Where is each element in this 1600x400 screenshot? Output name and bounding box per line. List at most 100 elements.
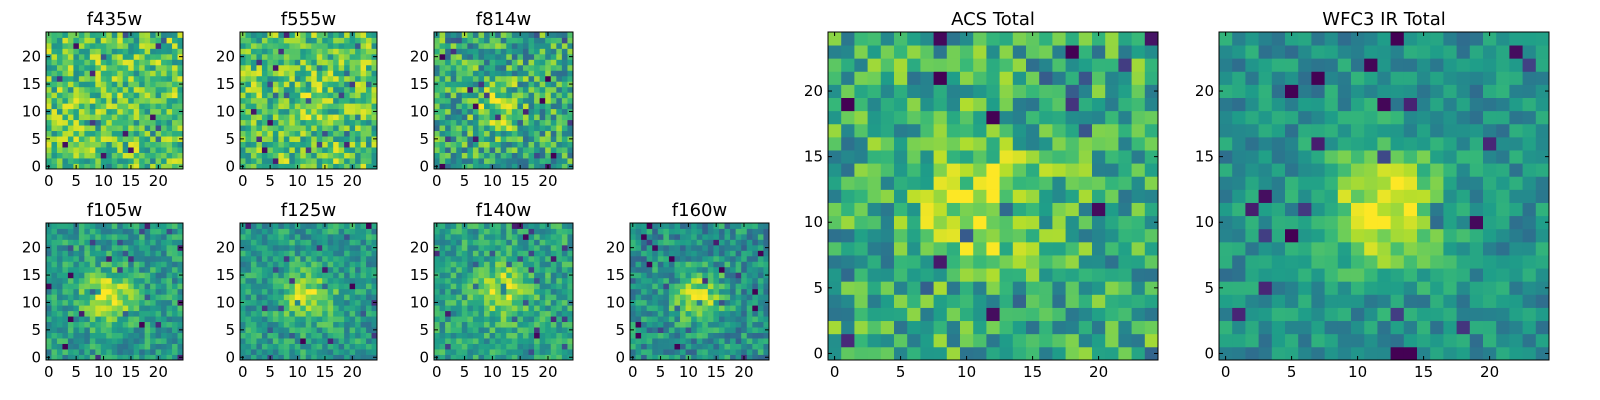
- heatmap-cell: [155, 261, 162, 268]
- heatmap-cell: [439, 32, 446, 38]
- heatmap-cell: [144, 75, 151, 82]
- heatmap-cell: [67, 299, 74, 306]
- heatmap-cell: [283, 70, 290, 77]
- heatmap-cell: [89, 163, 96, 170]
- heatmap-cell: [371, 255, 378, 262]
- heatmap-cell: [155, 103, 162, 110]
- heatmap-cell: [500, 75, 507, 82]
- heatmap-cell: [349, 158, 356, 164]
- heatmap-cell: [240, 125, 246, 132]
- heatmap-cell: [366, 125, 372, 132]
- heatmap-cell: [333, 114, 340, 121]
- x-tick-label: 10: [94, 363, 113, 381]
- heatmap-cell: [289, 59, 296, 66]
- heatmap-cell: [434, 152, 440, 159]
- heatmap-cell: [95, 321, 102, 328]
- heatmap-cell: [556, 59, 563, 66]
- heatmap-cell: [366, 70, 372, 77]
- heatmap-cell: [867, 333, 882, 348]
- heatmap-cells: [46, 223, 184, 361]
- heatmap-cell: [517, 92, 524, 99]
- heatmap-cell: [283, 81, 290, 88]
- heatmap-cell: [489, 244, 496, 251]
- heatmap-cell: [841, 202, 855, 217]
- heatmap-cell: [1078, 320, 1093, 335]
- heatmap-cell: [467, 163, 474, 170]
- heatmap-cell: [349, 321, 356, 328]
- heatmap-cell: [300, 130, 307, 137]
- heatmap-cell: [278, 141, 285, 148]
- heatmap-cell: [283, 305, 290, 312]
- heatmap-cell: [267, 158, 274, 164]
- heatmap-cell: [641, 223, 648, 229]
- heatmap-cell: [456, 103, 463, 110]
- heatmap-cell: [261, 158, 268, 164]
- heatmap-cell: [696, 266, 703, 273]
- heatmap-cell: [355, 255, 361, 262]
- heatmap-cell: [757, 283, 764, 290]
- heatmap-cell: [641, 239, 648, 246]
- heatmap-cell: [155, 244, 162, 251]
- heatmap-cell: [256, 42, 263, 49]
- heatmap-cell: [344, 92, 350, 99]
- heatmap-cell: [472, 125, 479, 132]
- heatmap-cell: [67, 97, 74, 104]
- heatmap-cell: [51, 283, 58, 290]
- heatmap-cell: [528, 163, 535, 170]
- heatmap-cell: [478, 255, 485, 262]
- heatmap-cell: [250, 114, 257, 121]
- heatmap-cell: [450, 81, 457, 88]
- heatmap-cell: [89, 92, 96, 99]
- heatmap-cell: [84, 163, 91, 170]
- heatmap-cell: [522, 305, 529, 312]
- heatmap-cell: [355, 141, 361, 148]
- heatmap-cell: [478, 316, 485, 323]
- heatmap-cell: [685, 266, 692, 273]
- heatmap-cell: [1065, 320, 1080, 335]
- heatmap-cell: [133, 354, 140, 361]
- heatmap-cell: [73, 108, 80, 115]
- heatmap-cell: [261, 321, 268, 328]
- heatmap-cell: [316, 288, 323, 295]
- heatmap-cell: [245, 70, 252, 77]
- heatmap-cell: [150, 158, 156, 164]
- heatmap-cell: [724, 228, 731, 235]
- heatmap-cell: [272, 349, 279, 355]
- heatmap-cell: [56, 327, 63, 333]
- heatmap-cell: [161, 244, 167, 251]
- heatmap-cell: [545, 255, 552, 262]
- heatmap-cell: [46, 261, 52, 268]
- heatmap-cell: [150, 349, 156, 355]
- heatmap-cell: [757, 343, 764, 350]
- heatmap-cell: [713, 321, 720, 328]
- heatmap-cell: [1052, 228, 1066, 243]
- heatmap-cell: [128, 114, 135, 121]
- heatmap-cell: [556, 261, 563, 268]
- heatmap-cell: [1052, 320, 1066, 335]
- heatmap-cell: [327, 255, 334, 262]
- heatmap-cell: [261, 48, 268, 55]
- heatmap-cell: [880, 202, 895, 217]
- heatmap-cell: [67, 147, 74, 153]
- heatmap-cell: [289, 147, 296, 153]
- heatmap-cell: [371, 86, 378, 93]
- heatmap-cell: [283, 299, 290, 306]
- heatmap-cell: [56, 321, 63, 328]
- heatmap-cell: [472, 244, 479, 251]
- heatmap-cell: [155, 48, 162, 55]
- heatmap-cell: [267, 152, 274, 159]
- heatmap-cell: [294, 37, 301, 44]
- heatmap-cell: [556, 147, 563, 153]
- heatmap-cell: [1118, 241, 1132, 256]
- heatmap-cell: [283, 354, 290, 361]
- heatmap-cell: [1039, 320, 1053, 335]
- heatmap-cell: [344, 158, 350, 164]
- heatmap-cell: [545, 239, 552, 246]
- heatmap-cell: [349, 70, 356, 77]
- heatmap-cell: [46, 158, 52, 164]
- heatmap-cell: [668, 332, 675, 339]
- heatmap-cell: [100, 321, 107, 328]
- heatmap-cell: [327, 147, 334, 153]
- y-tick-label: 5: [225, 130, 235, 148]
- heatmap-cell: [735, 266, 742, 273]
